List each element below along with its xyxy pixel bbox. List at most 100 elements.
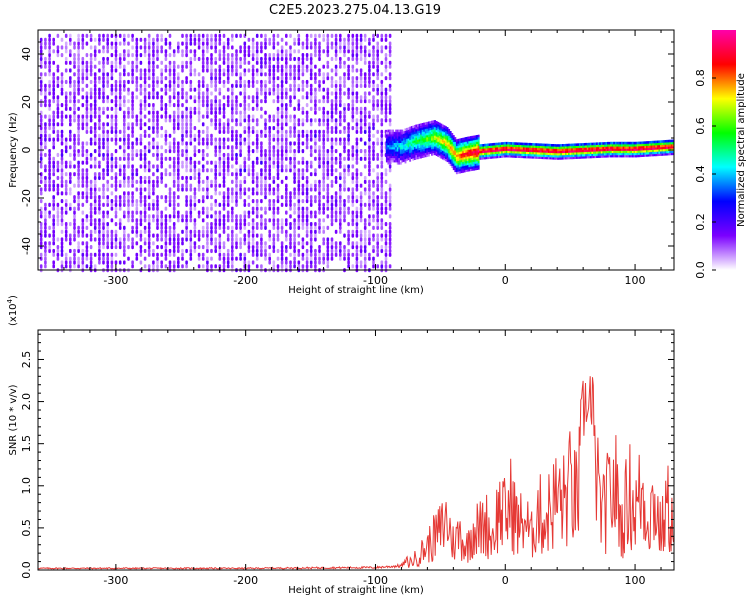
heat-cell-4000	[406, 145, 408, 148]
heat-cell-4942	[522, 147, 525, 150]
heat-cell-2463	[268, 91, 271, 96]
heat-cell-4776	[485, 143, 488, 147]
heat-cell-4011	[407, 153, 410, 156]
heat-cell-2768	[297, 218, 301, 223]
heat-cell-3174	[334, 191, 338, 196]
heat-cell-4651	[470, 157, 472, 161]
heat-cell-1746	[201, 53, 205, 58]
heat-cell-1502	[177, 45, 180, 50]
heat-cell-1667	[193, 53, 197, 58]
heat-cell-4456	[451, 161, 454, 164]
heat-cell-3324	[347, 103, 350, 108]
heat-cell-1642	[193, 206, 197, 211]
heat-cell-2417	[264, 99, 267, 104]
heat-cell-1092	[139, 110, 143, 115]
heat-cell-285	[64, 160, 68, 165]
heat-cell-162	[52, 145, 55, 150]
heat-cell-332	[69, 95, 72, 100]
heat-cell-4389	[443, 125, 446, 128]
heat-cell-842	[114, 68, 118, 73]
heat-cell-4400	[445, 137, 447, 140]
heat-cell-1799	[206, 33, 209, 38]
heat-cell-1520	[181, 141, 184, 146]
heat-cell-4390	[445, 158, 447, 162]
heat-cell-3848	[390, 149, 393, 152]
heat-cell-4569	[462, 163, 465, 167]
heat-cell-2556	[276, 106, 280, 111]
heat-cell-1329	[164, 256, 168, 261]
heat-cell-249	[60, 137, 64, 142]
heat-cell-3084	[326, 199, 330, 204]
heat-cell-3637	[376, 152, 379, 158]
heat-cell-2636	[285, 183, 288, 188]
heat-cell-4379	[443, 146, 446, 150]
heat-cell-3201	[334, 49, 338, 54]
heat-cell-4795	[490, 147, 493, 151]
heat-cell-3856	[390, 131, 393, 135]
heat-cell-4038	[409, 128, 412, 132]
heat-cell-382	[73, 64, 76, 69]
heat-cell-3293	[343, 45, 346, 50]
heat-cell-16	[39, 187, 43, 192]
heat-cell-3921	[398, 155, 401, 159]
heat-cell-1645	[193, 195, 197, 200]
heat-cell-2411	[264, 133, 267, 138]
heat-cell-3751	[384, 33, 388, 38]
heat-cell-3519	[363, 49, 367, 54]
heat-cell-4357	[440, 123, 443, 127]
heat-cell-3817	[387, 149, 390, 152]
heat-cell-1036	[135, 187, 139, 192]
heat-cell-3457	[359, 129, 363, 134]
heat-cell-3007	[318, 152, 321, 158]
heat-cell-3177	[334, 168, 338, 173]
heat-cell-989	[131, 199, 134, 204]
heat-cell-3923	[398, 151, 401, 154]
heat-cell-2867	[305, 183, 309, 188]
heat-cell-1041	[135, 149, 139, 154]
heat-cell-2016	[226, 95, 230, 100]
heat-cell-1139	[143, 87, 147, 92]
heat-cell-4249	[431, 146, 433, 150]
heat-cell-1286	[156, 45, 159, 50]
heat-cell-225	[60, 252, 64, 257]
heat-cell-4544	[459, 149, 461, 152]
heat-cell-4192	[424, 135, 427, 138]
heat-cell-578	[93, 210, 97, 215]
heat-cell-2121	[235, 53, 238, 58]
heat-cell-4360	[441, 152, 444, 156]
heat-cell-115	[48, 133, 51, 138]
heat-cell-652	[98, 91, 101, 96]
heat-cell-566	[89, 53, 93, 58]
heat-cell-861	[118, 202, 122, 207]
heat-cell-2664	[285, 53, 288, 58]
heat-cell-2837	[301, 87, 305, 92]
heat-cell-2535	[276, 191, 280, 196]
heat-cell-4181	[423, 124, 426, 128]
heat-cell-4833	[499, 155, 502, 158]
heat-cell-709	[102, 37, 105, 42]
heat-cell-4237	[429, 138, 432, 141]
heat-cell-1449	[172, 91, 176, 96]
heat-cell-3612	[372, 37, 375, 42]
heat-cell-2294	[251, 41, 255, 46]
heat-cell-2905	[309, 222, 313, 227]
heat-cell-515	[85, 91, 89, 96]
heat-cell-1074	[139, 199, 143, 204]
heat-cell-2100	[235, 156, 238, 161]
heat-cell-2295	[251, 37, 255, 42]
heat-cell-3766	[388, 195, 392, 200]
heat-cell-3814	[387, 155, 390, 159]
heat-cell-4282	[434, 143, 436, 147]
heat-cell-99	[48, 225, 51, 230]
heat-cell-250	[60, 133, 64, 138]
heat-cell-1054	[135, 60, 139, 65]
heat-cell-2013	[226, 118, 230, 123]
heat-cell-4167	[423, 155, 426, 158]
heat-cell-3932	[398, 131, 401, 135]
heat-cell-4888	[510, 142, 513, 145]
heat-cell-4112	[417, 137, 419, 140]
heat-cell-2943	[314, 256, 317, 261]
heat-cell-270	[64, 237, 68, 242]
heat-cell-4045	[410, 145, 413, 149]
heat-cell-1325	[160, 45, 163, 50]
